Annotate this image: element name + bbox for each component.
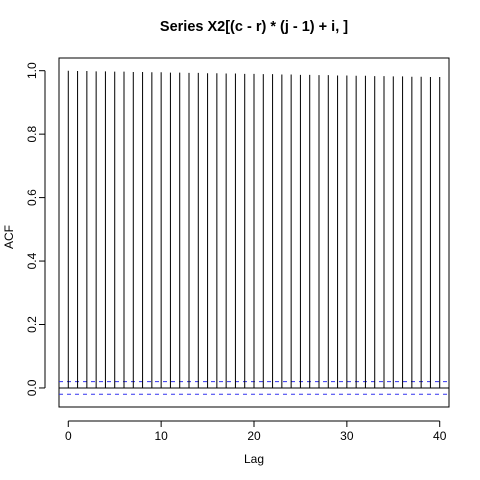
y-tick-label-1.0: 1.0 — [25, 62, 39, 79]
acf-bars — [67, 70, 441, 388]
x-tick-label-0: 0 — [65, 429, 72, 443]
x-axis: 0 10 20 30 40 — [65, 420, 447, 443]
x-tick-label-20: 20 — [247, 429, 261, 443]
y-tick-label-0.0: 0.0 — [25, 379, 39, 396]
y-tick-label-0.2: 0.2 — [25, 316, 39, 333]
x-axis-label: Lag — [244, 452, 264, 466]
x-tick-label-10: 10 — [154, 429, 168, 443]
y-tick-label-0.4: 0.4 — [25, 252, 39, 269]
y-axis-label: ACF — [2, 225, 16, 249]
x-tick-label-40: 40 — [433, 429, 447, 443]
plot-frame — [58, 57, 450, 408]
y-axis: 0.0 0.2 0.4 0.6 0.8 1.0 — [25, 62, 46, 396]
chart-title: Series X2[(c - r) * (j - 1) + i, ] — [160, 19, 348, 35]
y-tick-label-0.8: 0.8 — [25, 125, 39, 142]
x-tick-label-30: 30 — [340, 429, 354, 443]
y-tick-label-0.6: 0.6 — [25, 189, 39, 206]
